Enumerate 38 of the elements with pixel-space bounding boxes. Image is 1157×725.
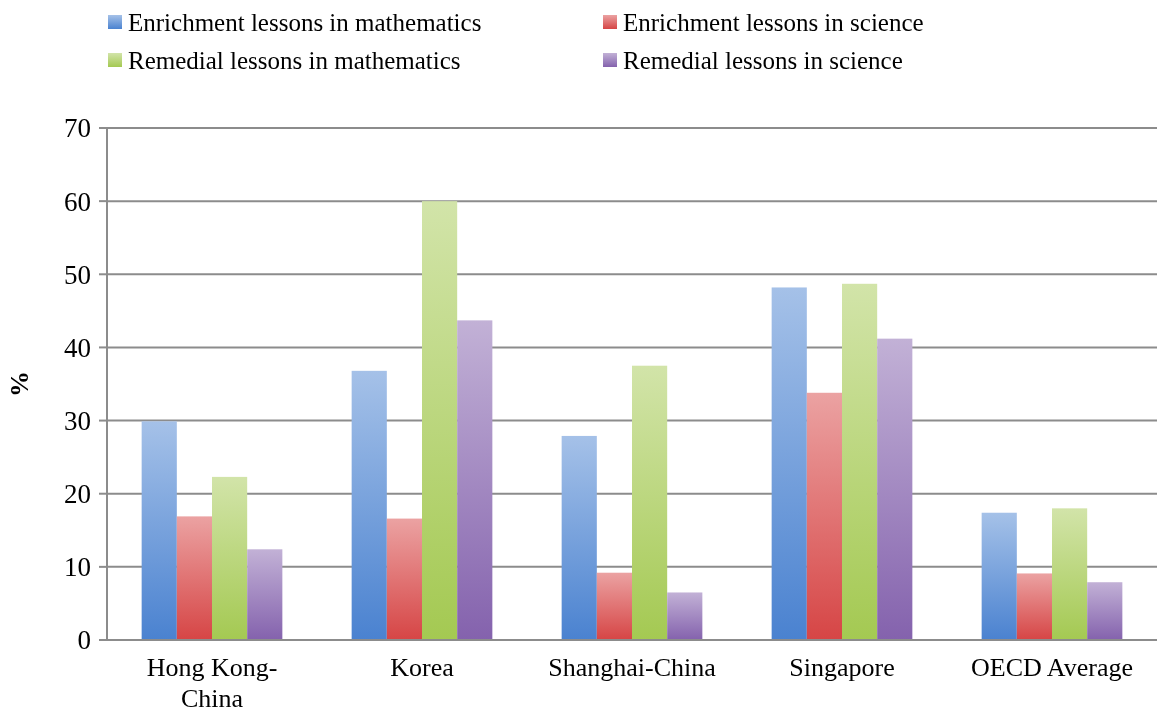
bar (247, 549, 283, 640)
x-tick-label: OECD Average (971, 653, 1133, 682)
bar (176, 516, 212, 640)
bar (596, 572, 632, 640)
legend-label: Remedial lessons in science (623, 46, 903, 74)
bar (1087, 582, 1123, 640)
y-tick-label: 10 (64, 552, 91, 583)
x-tick-label: Korea (390, 653, 455, 682)
x-tick-label: Hong Kong-China (146, 653, 278, 713)
bar (877, 338, 913, 640)
y-tick-label: 50 (64, 259, 91, 290)
bar (981, 512, 1017, 640)
bar (141, 421, 177, 640)
y-tick-label: 0 (77, 625, 91, 656)
bar (667, 592, 703, 640)
legend-label: Enrichment lessons in mathematics (128, 8, 482, 36)
x-tick-label: Shanghai-China (548, 653, 717, 682)
y-tick-label: 60 (64, 186, 91, 217)
bar (806, 392, 842, 640)
x-tick-label: Singapore (789, 653, 895, 682)
bar (457, 320, 493, 640)
y-tick-label: 30 (64, 406, 91, 437)
y-axis-title: % (5, 371, 34, 397)
bar (1016, 573, 1053, 640)
y-tick-label: 20 (64, 479, 91, 510)
legend-label: Remedial lessons in mathematics (128, 46, 461, 74)
bar (632, 365, 668, 640)
bar (386, 518, 422, 640)
legend-label: Enrichment lessons in science (623, 8, 924, 36)
y-tick-label: 70 (64, 113, 91, 144)
bar (212, 476, 248, 640)
bar (422, 201, 458, 640)
bar (771, 287, 807, 640)
bar (1052, 508, 1088, 640)
bar (842, 283, 878, 640)
bar (561, 435, 597, 640)
y-tick-label: 40 (64, 332, 91, 363)
bar (351, 370, 387, 640)
